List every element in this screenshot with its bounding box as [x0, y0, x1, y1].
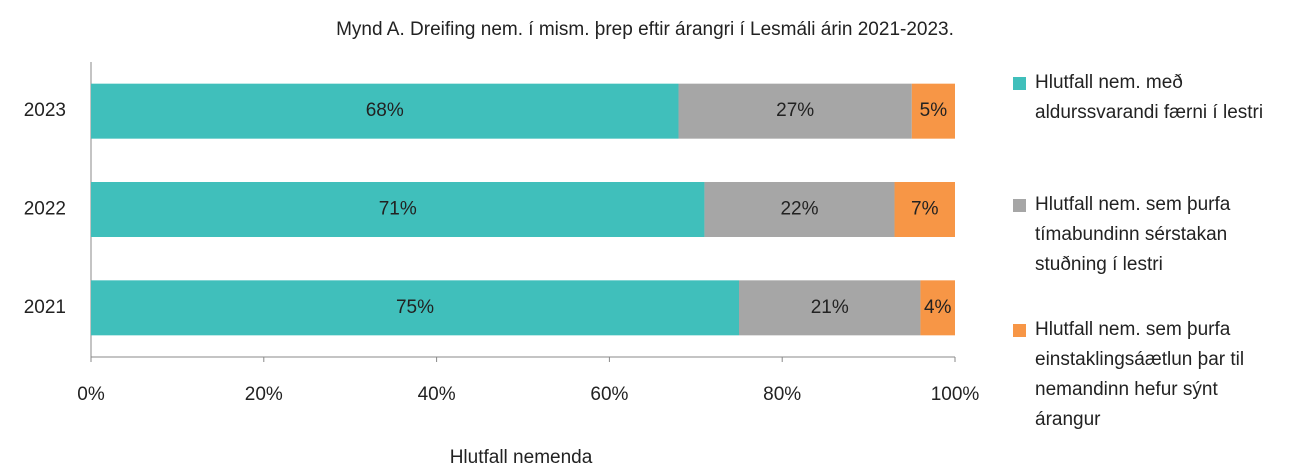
- y-tick-label: 2022: [24, 199, 66, 220]
- legend-swatch: [1013, 199, 1026, 212]
- bar-segment: [894, 182, 955, 237]
- data-label: 27%: [776, 100, 814, 121]
- data-label: 7%: [911, 199, 939, 220]
- x-tick-label: 100%: [931, 384, 980, 405]
- x-tick-label: 0%: [77, 384, 105, 405]
- data-label: 75%: [396, 297, 434, 318]
- data-label: 5%: [920, 100, 948, 121]
- legend-swatch: [1013, 77, 1026, 90]
- legend-swatch: [1013, 324, 1026, 337]
- x-tick-label: 80%: [763, 384, 801, 405]
- bar-segment: [739, 280, 921, 336]
- bar-segment: [678, 83, 912, 139]
- bar-segment: [91, 182, 705, 237]
- legend-label: Hlutfall nem. með aldurssvarandi færni í…: [1035, 72, 1264, 123]
- data-label: 21%: [811, 297, 849, 318]
- bar-segment: [91, 280, 739, 336]
- data-label: 22%: [780, 199, 818, 220]
- x-tick-label: 40%: [418, 384, 456, 405]
- x-axis-label: Hlutfall nemenda: [450, 447, 593, 468]
- legend-entry: Hlutfall nem. sem þurfa tímabundinn sérs…: [1013, 190, 1283, 280]
- legend-label: Hlutfall nem. sem þurfa einstaklingsáætl…: [1035, 319, 1245, 430]
- legend-entry: Hlutfall nem. sem þurfa einstaklingsáætl…: [1013, 315, 1283, 435]
- bar-segment: [911, 83, 955, 139]
- y-tick-label: 2021: [24, 297, 66, 318]
- bar-segment: [920, 280, 955, 336]
- data-label: 68%: [366, 100, 404, 121]
- bar-segment: [704, 182, 895, 237]
- bar-segment: [91, 83, 679, 139]
- y-tick-label: 2023: [24, 100, 66, 121]
- x-tick-label: 20%: [245, 384, 283, 405]
- chart-title: Mynd A. Dreifing nem. í mism. þrep eftir…: [336, 19, 954, 40]
- legend-label: Hlutfall nem. sem þurfa tímabundinn sérs…: [1035, 194, 1231, 275]
- x-tick-label: 60%: [590, 384, 628, 405]
- data-label: 71%: [379, 199, 417, 220]
- legend-entry: Hlutfall nem. með aldurssvarandi færni í…: [1013, 68, 1283, 128]
- data-label: 4%: [924, 297, 952, 318]
